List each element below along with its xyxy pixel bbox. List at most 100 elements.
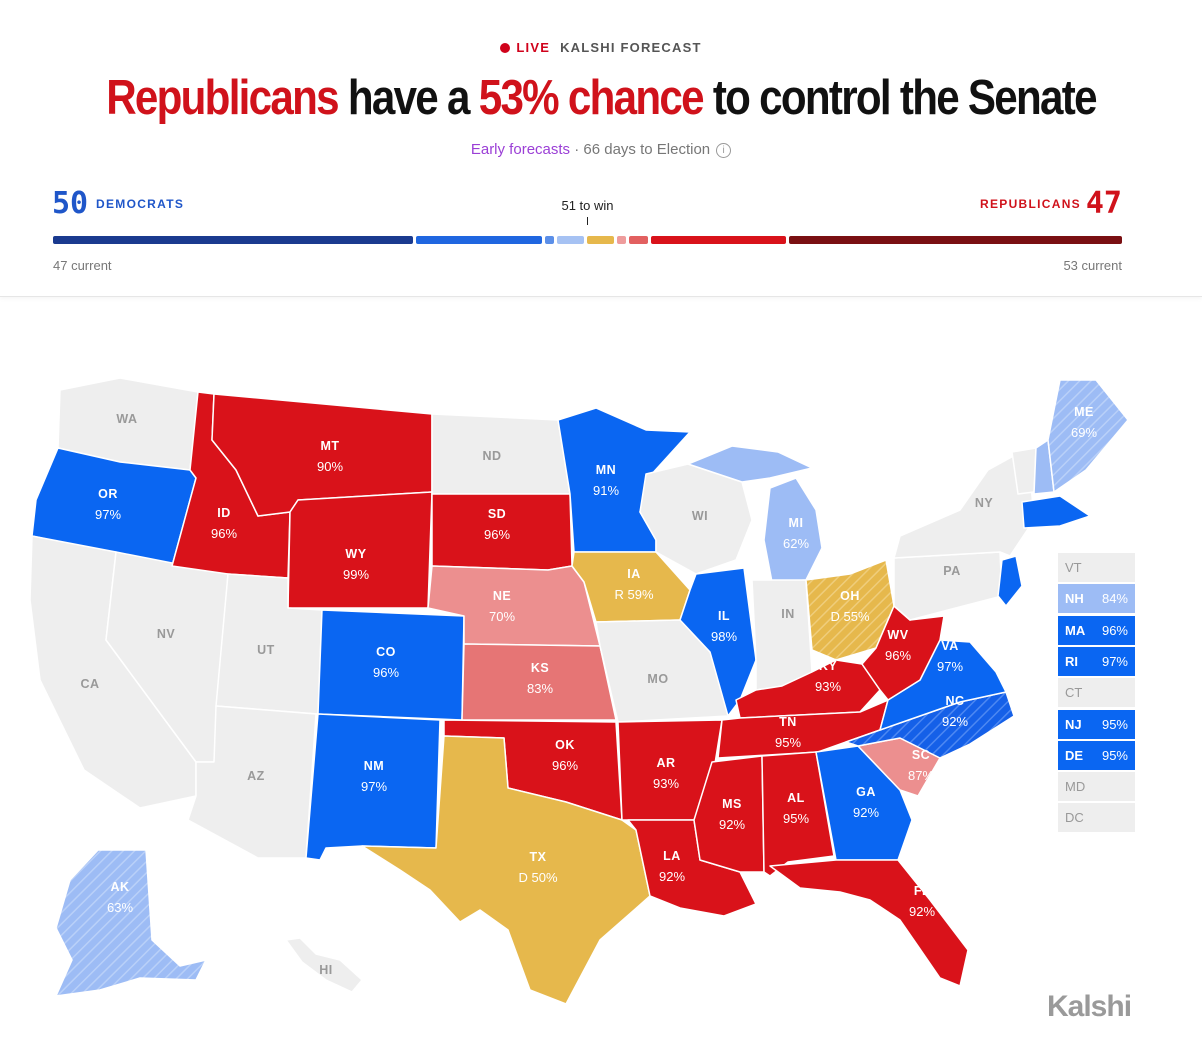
seat-bar-rep-lean-1 (617, 236, 627, 244)
state-value-KY: 93% (815, 679, 841, 694)
state-ME[interactable] (1047, 379, 1129, 493)
state-value-ID: 96% (211, 526, 237, 541)
state-WV[interactable] (861, 605, 945, 701)
state-KS[interactable] (461, 643, 617, 721)
side-state-label: NJ (1065, 716, 1082, 732)
seat-bar (53, 236, 1122, 244)
side-state-label: RI (1065, 653, 1078, 669)
side-state-MA[interactable]: MA 96% (1058, 615, 1135, 645)
state-value-TX: D 50% (518, 870, 557, 885)
side-state-value: 95% (1101, 747, 1128, 763)
side-state-VT[interactable]: VT (1058, 553, 1135, 582)
senate-map: WA OR 97% CA NV ID 96% MT 90% WY 99% UT AZ CO 96% NM 97%… (29, 377, 1129, 1005)
headline: Republicans have a 53% chance to control… (84, 70, 1118, 126)
state-NJ-shape[interactable] (997, 555, 1023, 607)
state-TX[interactable] (361, 735, 651, 1005)
early-forecasts-link[interactable]: Early forecasts (470, 141, 571, 158)
side-state-NH[interactable]: NH 84% (1058, 584, 1135, 614)
state-label-AR: AR (656, 756, 675, 770)
state-label-NC: NC (945, 694, 964, 708)
headline-party: Republicans (106, 71, 339, 125)
state-IN[interactable] (751, 579, 813, 691)
state-label-GA: GA (856, 785, 876, 799)
state-value-VA: 97% (937, 659, 963, 674)
state-label-TN: TN (779, 715, 797, 729)
side-state-DC[interactable]: DC (1058, 803, 1135, 833)
side-state-label: DE (1065, 747, 1084, 763)
side-state-label: DC (1065, 810, 1084, 826)
state-label-AK: AK (110, 880, 129, 894)
state-label-ID: ID (217, 506, 231, 520)
state-label-SC: SC (912, 748, 930, 762)
state-value-FL: 92% (909, 904, 935, 919)
info-icon[interactable]: i (716, 142, 732, 158)
state-MI-up[interactable] (687, 445, 813, 483)
side-state-value: 95% (1101, 716, 1128, 732)
state-IL[interactable] (679, 567, 757, 717)
state-label-FL: FL (914, 884, 930, 898)
state-value-IL: 98% (711, 629, 737, 644)
state-value-MT: 90% (317, 459, 343, 474)
state-NY[interactable] (893, 447, 1035, 559)
state-value-IA: R 59% (614, 587, 653, 602)
state-HI[interactable] (285, 937, 363, 993)
days-to-election: · 66 days to Election (574, 141, 711, 158)
subtitle: Early forecasts · 66 days to Election i (0, 141, 1202, 158)
side-state-CT[interactable]: CT (1058, 678, 1135, 708)
headline-end: to control the Senate (712, 71, 1098, 125)
state-value-WY: 99% (343, 567, 369, 582)
state-MA-shape[interactable] (1021, 495, 1091, 529)
source-label: KALSHI FORECAST (560, 40, 702, 55)
state-label-ME: ME (1074, 405, 1094, 419)
state-value-SD: 96% (484, 527, 510, 542)
rep-current: 53 current (1063, 258, 1122, 273)
state-WY[interactable] (287, 491, 433, 609)
seat-bar-rep-safe (788, 236, 1122, 244)
state-AZ[interactable] (187, 705, 317, 859)
state-label-VA: VA (941, 639, 958, 653)
state-value-LA: 92% (659, 869, 685, 884)
state-label-AL: AL (787, 791, 805, 805)
state-PA[interactable] (893, 551, 1003, 621)
side-state-value: 96% (1101, 622, 1128, 638)
state-label-SD: SD (488, 507, 506, 521)
state-label-MI: MI (789, 516, 804, 530)
state-value-MN: 91% (593, 483, 619, 498)
seat-bar-rep-likely (650, 236, 786, 244)
side-state-label: MA (1065, 622, 1086, 638)
state-label-LA: LA (663, 849, 681, 863)
state-AK[interactable] (55, 849, 207, 997)
state-MI[interactable] (763, 477, 823, 583)
state-value-NE: 70% (489, 609, 515, 624)
live-dot-icon (500, 42, 511, 53)
state-label-NV: NV (157, 627, 176, 641)
state-value-AK: 63% (107, 900, 133, 915)
side-state-NJ[interactable]: NJ 95% (1058, 709, 1135, 739)
state-FL[interactable] (769, 859, 969, 987)
state-label-MO: MO (647, 672, 668, 686)
state-label-OR: OR (98, 487, 118, 501)
state-value-OR: 97% (95, 507, 121, 522)
dem-label: DEMOCRATS (96, 197, 185, 211)
headline-pct: 53% chance (478, 71, 705, 125)
rep-label: REPUBLICANS (980, 197, 1081, 211)
state-label-UT: UT (257, 643, 275, 657)
state-label-WA: WA (116, 412, 137, 426)
state-label-HI: HI (319, 963, 333, 977)
seat-bar-dem-safe (53, 236, 414, 244)
state-value-CO: 96% (373, 665, 399, 680)
state-label-WV: WV (887, 628, 908, 642)
state-label-IA: IA (627, 567, 641, 581)
side-state-MD[interactable]: MD (1058, 772, 1135, 802)
dem-current: 47 current (53, 258, 112, 273)
dem-seats: 50 (52, 186, 89, 221)
state-label-TX: TX (530, 850, 547, 864)
state-value-SC: 87% (908, 768, 934, 783)
state-label-CO: CO (376, 645, 396, 659)
side-state-DE[interactable]: DE 95% (1058, 740, 1135, 770)
side-state-RI[interactable]: RI 97% (1058, 646, 1135, 676)
state-value-NC: 92% (942, 714, 968, 729)
to-win-label: 51 to win (561, 198, 614, 213)
state-label-WY: WY (345, 547, 366, 561)
state-NM[interactable] (305, 713, 441, 861)
